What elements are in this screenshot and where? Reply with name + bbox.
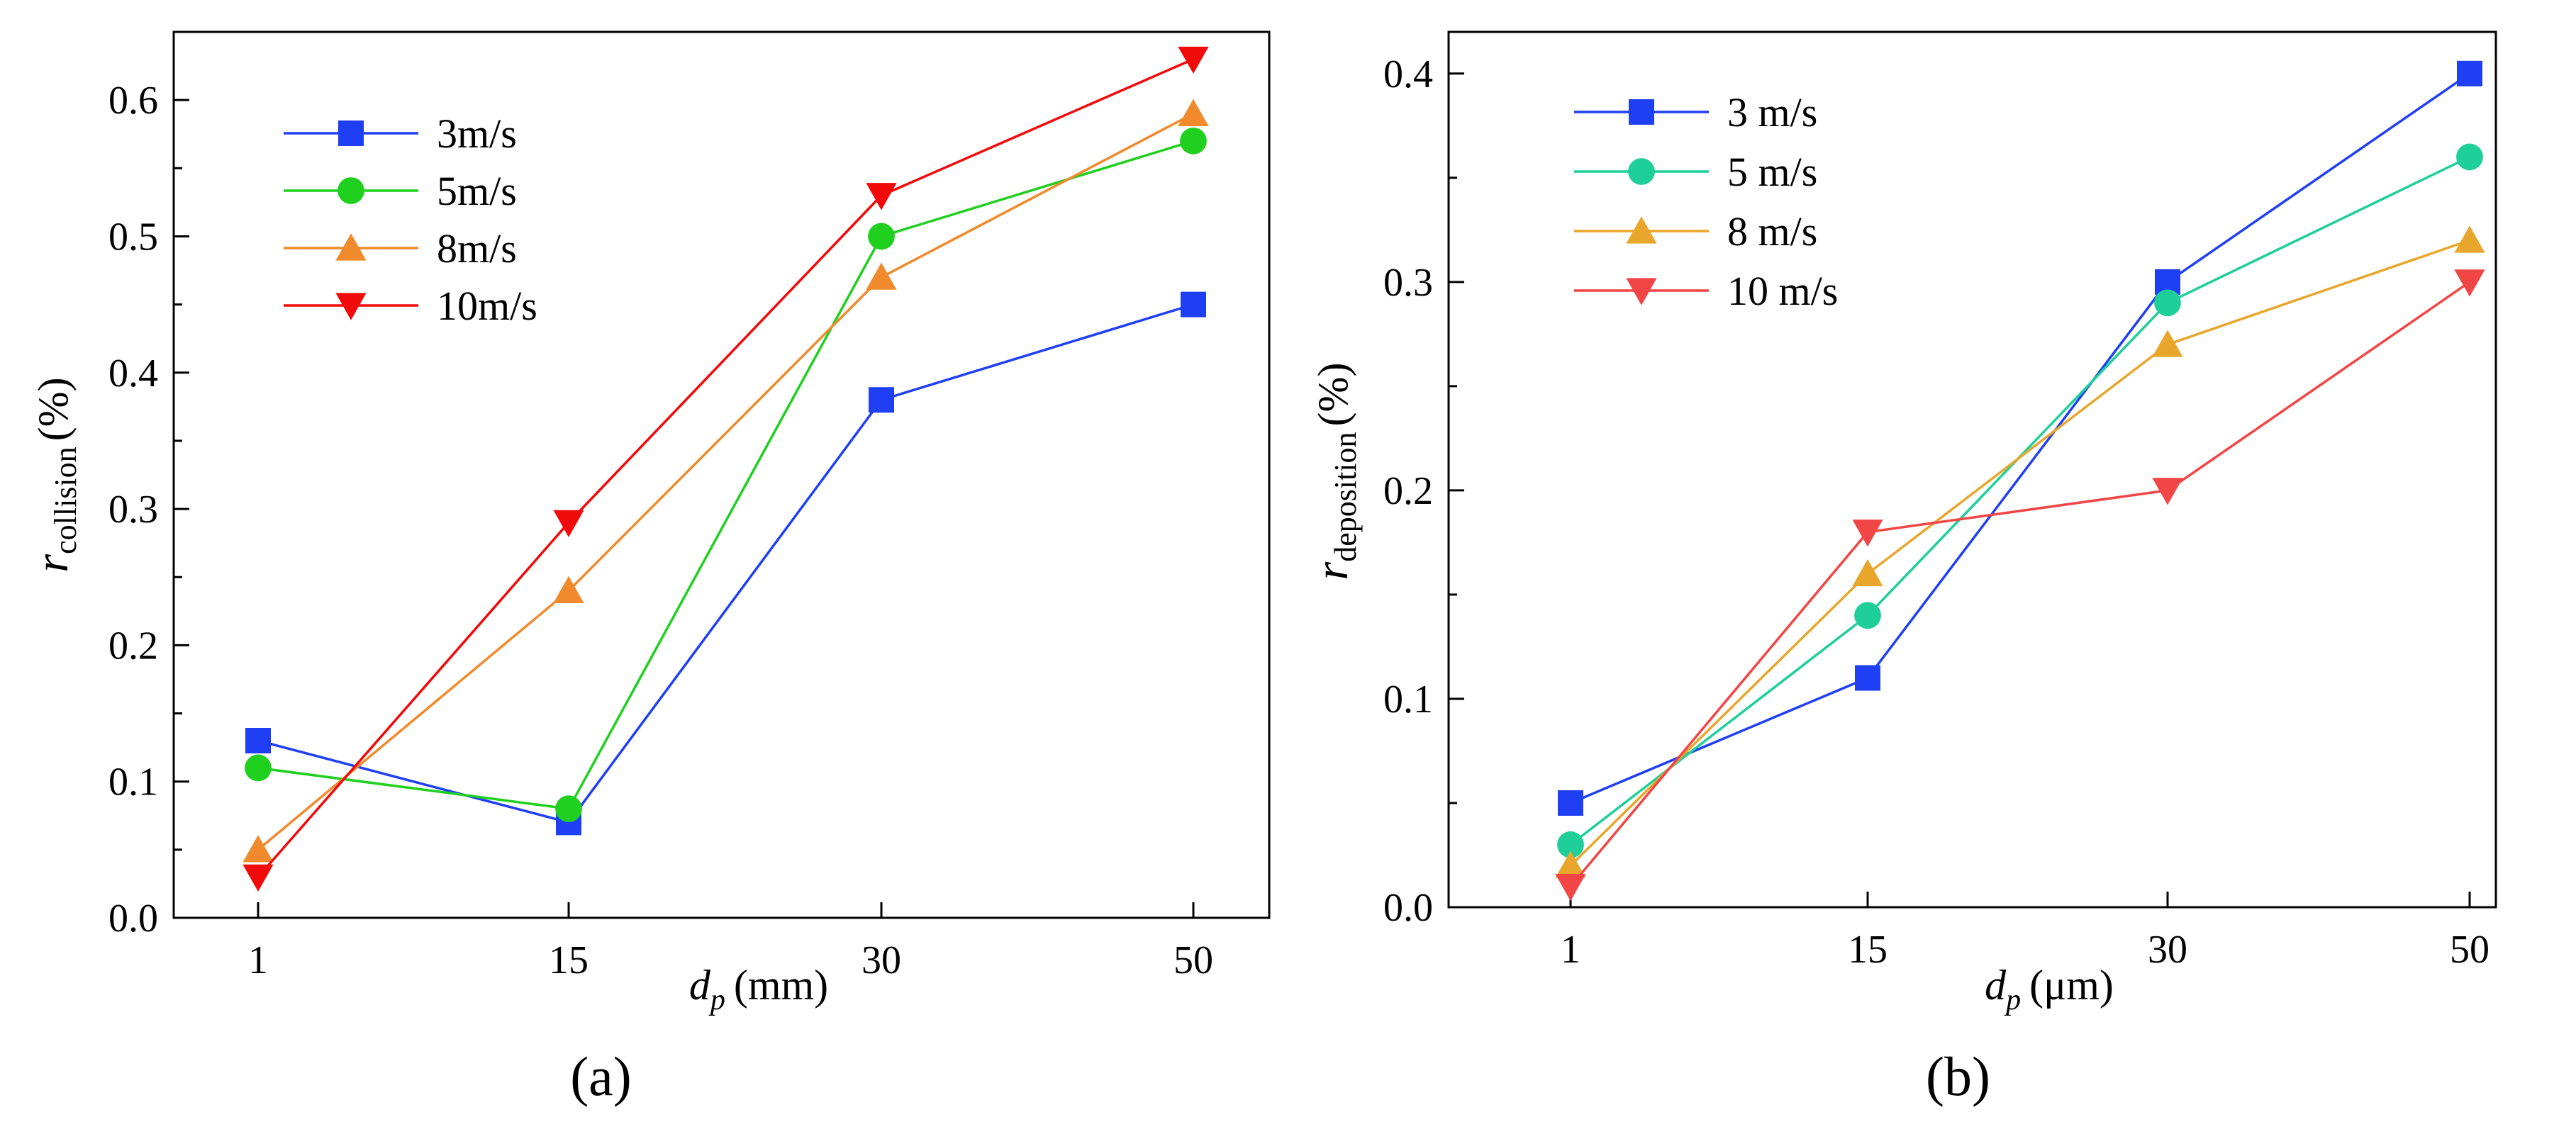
x-tick-label: 50 [2450, 928, 2489, 972]
data-point [2454, 225, 2485, 253]
legend-marker [1626, 216, 1657, 244]
legend-label: 10 m/s [1727, 268, 1838, 314]
x-tick-label: 30 [2148, 928, 2187, 972]
series-line [257, 140, 1194, 811]
data-point [1854, 602, 1881, 629]
y-tick-label: 0.5 [108, 215, 158, 259]
data-point [1852, 558, 1883, 587]
legend: 3m/s 5m/s 8m/s 10m/s [284, 111, 537, 329]
series-line [257, 112, 1194, 851]
data-point [1555, 850, 1586, 878]
x-tick-label: 50 [1173, 938, 1213, 982]
data-point [2457, 60, 2482, 86]
data-point [242, 835, 274, 863]
legend-marker [338, 120, 364, 146]
legend-label: 3m/s [437, 111, 517, 157]
y-axis-title: rcollision(%) [26, 377, 83, 572]
data-point [866, 262, 897, 290]
data-point [2152, 330, 2183, 357]
x-tick-label: 30 [862, 938, 901, 982]
legend-marker [1626, 278, 1657, 305]
y-tick-label: 0.1 [1383, 678, 1433, 722]
data-point [1557, 831, 1584, 858]
data-point [2454, 269, 2485, 297]
data-point [245, 728, 271, 753]
data-point [1181, 291, 1206, 318]
legend-marker [335, 293, 367, 320]
series-line [1569, 281, 2470, 887]
y-tick-label: 0.4 [1383, 52, 1433, 96]
data-point [553, 510, 584, 538]
x-tick-label: 15 [1848, 928, 1888, 972]
legend-label: 5 m/s [1727, 149, 1817, 195]
series-3m-s [245, 291, 1206, 836]
data-point [2456, 143, 2483, 171]
plot-frame [1447, 30, 2497, 909]
y-tick-label: 0.2 [108, 624, 158, 668]
data-point [553, 576, 584, 604]
data-point [1852, 520, 1883, 547]
legend-marker [1629, 99, 1654, 125]
data-point [1178, 99, 1209, 126]
x-tick-label: 1 [248, 938, 268, 982]
legend-marker [1628, 158, 1655, 185]
legend-label: 3 m/s [1727, 89, 1817, 135]
y-tick-label: 0.0 [108, 897, 158, 941]
series-8m-s [242, 99, 1209, 863]
data-point [242, 864, 274, 892]
series-line [257, 57, 1194, 878]
legend-marker [335, 233, 367, 261]
data-point [245, 754, 272, 782]
y-axis-title: rdeposition(%) [1306, 363, 1363, 580]
panel-b: 0.0 0.1 0.2 0.3 0.4 1 15 30 50 rdeposition(%) dp (μ… [1306, 30, 2497, 1107]
y-tick-label: 0.4 [108, 352, 158, 395]
data-point [866, 183, 897, 210]
series-line [1569, 239, 2470, 867]
data-point [1855, 665, 1880, 691]
x-axis-title: dp (μm) [1985, 962, 2114, 1016]
legend-label: 10m/s [437, 283, 537, 329]
series-line [257, 303, 1194, 824]
data-point [2152, 478, 2183, 505]
y-tick-label: 0.3 [108, 488, 158, 532]
legend-marker [338, 177, 364, 204]
y-tick-label: 0.2 [1383, 469, 1433, 513]
legend-label: 5m/s [437, 168, 517, 214]
series-line [1569, 155, 2470, 846]
data-point [869, 387, 894, 413]
data-point [1178, 46, 1209, 74]
series-3-m-s [1558, 60, 2482, 816]
series-8-m-s [1555, 225, 2485, 878]
panel-a: 0.0 0.1 0.2 0.3 0.4 0.5 0.6 1 15 30 50 rcollision(%… [26, 30, 1271, 1107]
x-tick-label: 1 [1561, 928, 1580, 972]
data-point [555, 795, 582, 823]
panel-label: (a) [570, 1045, 632, 1107]
legend: 3 m/s 5 m/s 8 m/s 10 m/s [1574, 89, 1838, 314]
y-tick-label: 0.3 [1383, 261, 1433, 305]
data-point [868, 223, 895, 250]
data-point [1555, 874, 1586, 902]
series-10m-s [242, 46, 1209, 892]
y-tick-label: 0.0 [1383, 886, 1433, 930]
plot-frame [172, 30, 1271, 919]
series-5m-s [245, 127, 1207, 823]
y-tick-label: 0.6 [108, 79, 158, 123]
data-point [1558, 790, 1583, 816]
panel-label: (b) [1926, 1045, 1990, 1107]
data-point [1180, 127, 1207, 155]
series-line [1570, 72, 2470, 804]
x-tick-label: 15 [549, 938, 589, 982]
series-10-m-s [1555, 269, 2485, 902]
legend-label: 8 m/s [1727, 208, 1817, 254]
x-axis-title: dp (mm) [689, 962, 828, 1016]
data-point [2154, 289, 2181, 317]
legend-label: 8m/s [437, 225, 517, 271]
y-tick-label: 0.1 [108, 760, 158, 804]
